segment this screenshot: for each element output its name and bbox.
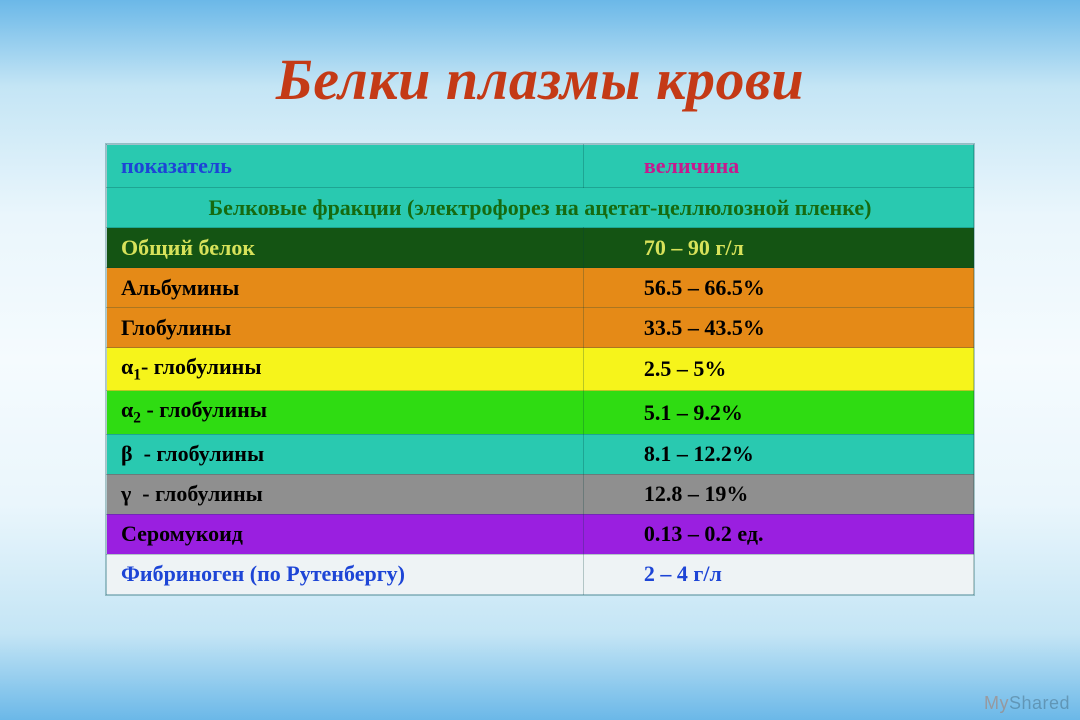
row-label: γ - глобулины bbox=[107, 474, 584, 514]
table-row: Альбумины56.5 – 66.5% bbox=[107, 268, 974, 308]
row-label: Общий белок bbox=[107, 228, 584, 268]
row-value: 12.8 – 19% bbox=[583, 474, 973, 514]
subheader-label: Белковые фракции (электрофорез на ацетат… bbox=[209, 195, 872, 220]
header-indicator-label: показатель bbox=[121, 153, 232, 178]
watermark: MyShared bbox=[984, 693, 1070, 714]
watermark-suffix: Shared bbox=[1009, 693, 1070, 713]
row-value: 2 – 4 г/л bbox=[583, 554, 973, 594]
row-label: β - глобулины bbox=[107, 434, 584, 474]
row-label: Глобулины bbox=[107, 308, 584, 348]
watermark-prefix: My bbox=[984, 693, 1009, 713]
table-row: Общий белок70 – 90 г/л bbox=[107, 228, 974, 268]
row-value: 2.5 – 5% bbox=[583, 348, 973, 391]
table-header-row: показатель величина bbox=[107, 145, 974, 188]
table-row: Глобулины33.5 – 43.5% bbox=[107, 308, 974, 348]
row-value: 5.1 – 9.2% bbox=[583, 391, 973, 434]
subheader-cell: Белковые фракции (электрофорез на ацетат… bbox=[107, 188, 974, 228]
row-label: α1- глобулины bbox=[107, 348, 584, 391]
table-row: γ - глобулины12.8 – 19% bbox=[107, 474, 974, 514]
row-label: Серомукоид bbox=[107, 514, 584, 554]
header-value: величина bbox=[583, 145, 973, 188]
row-value: 0.13 – 0.2 ед. bbox=[583, 514, 973, 554]
row-label: Фибриноген (по Рутенбергу) bbox=[107, 554, 584, 594]
protein-table: показатель величина Белковые фракции (эл… bbox=[105, 143, 975, 596]
table-row: α1- глобулины2.5 – 5% bbox=[107, 348, 974, 391]
table-row: Серомукоид0.13 – 0.2 ед. bbox=[107, 514, 974, 554]
row-value: 56.5 – 66.5% bbox=[583, 268, 973, 308]
row-value: 70 – 90 г/л bbox=[583, 228, 973, 268]
slide-title: Белки плазмы крови bbox=[0, 0, 1080, 143]
row-value: 33.5 – 43.5% bbox=[583, 308, 973, 348]
row-value: 8.1 – 12.2% bbox=[583, 434, 973, 474]
header-indicator: показатель bbox=[107, 145, 584, 188]
table-row: β - глобулины8.1 – 12.2% bbox=[107, 434, 974, 474]
header-value-label: величина bbox=[644, 153, 739, 178]
row-label: α2 - глобулины bbox=[107, 391, 584, 434]
table-row: α2 - глобулины5.1 – 9.2% bbox=[107, 391, 974, 434]
row-label: Альбумины bbox=[107, 268, 584, 308]
table-row: Фибриноген (по Рутенбергу)2 – 4 г/л bbox=[107, 554, 974, 594]
table-subheader-row: Белковые фракции (электрофорез на ацетат… bbox=[107, 188, 974, 228]
